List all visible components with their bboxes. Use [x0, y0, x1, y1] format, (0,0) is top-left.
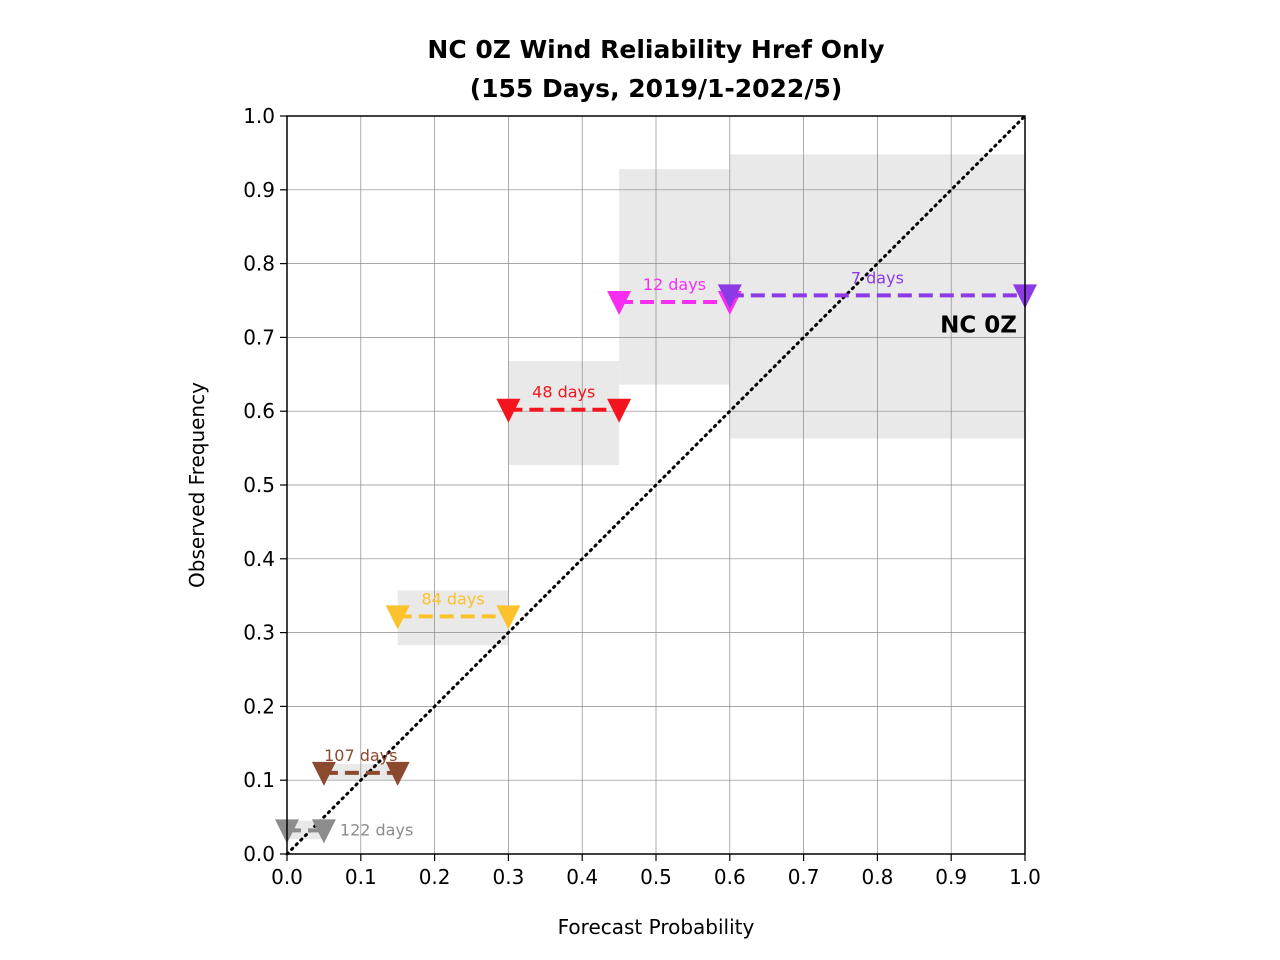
y-tick-label-6: 0.6 — [243, 399, 275, 423]
y-tick-label-9: 0.9 — [243, 178, 275, 202]
x-tick-label-6: 0.6 — [714, 865, 746, 889]
day-count-label-1: 107 days — [324, 746, 397, 765]
chart-title-line1: NC 0Z Wind Reliability Href Only — [427, 35, 884, 64]
bin-marker-start-5 — [717, 284, 742, 309]
y-tick-label-0: 0.0 — [243, 842, 275, 866]
x-tick-label-7: 0.7 — [788, 865, 820, 889]
x-axis-label: Forecast Probability — [558, 915, 755, 939]
confidence-box-4 — [619, 169, 730, 385]
bin-marker-start-4 — [607, 290, 632, 315]
bin-marker-end-1 — [385, 761, 410, 786]
bin-marker-end-3 — [607, 398, 632, 423]
y-tick-label-1: 0.1 — [243, 768, 275, 792]
y-axis-ticks: 0.0 0.1 0.2 0.3 0.4 0.5 0.6 0.7 0.8 0.9 1.0 — [243, 104, 287, 866]
series-label: NC 0Z — [940, 312, 1017, 338]
diagonal-line — [285, 114, 1027, 856]
day-count-label-3: 48 days — [532, 383, 595, 402]
day-count-label-4: 12 days — [643, 275, 706, 294]
x-tick-label-8: 0.8 — [861, 865, 893, 889]
chart-title-line2: (155 Days, 2019/1-2022/5) — [470, 74, 843, 103]
day-count-label-2: 84 days — [421, 589, 484, 608]
y-tick-label-4: 0.4 — [243, 547, 275, 571]
confidence-box-3 — [508, 361, 620, 466]
bin-marker-start-2 — [385, 605, 410, 630]
x-tick-label-0: 0.0 — [271, 865, 303, 889]
y-tick-label-5: 0.5 — [243, 473, 275, 497]
bin-marker-start-1 — [311, 761, 336, 786]
x-tick-label-3: 0.3 — [492, 865, 524, 889]
x-tick-label-10: 1.0 — [1009, 865, 1041, 889]
x-tick-label-5: 0.5 — [640, 865, 672, 889]
perfect-reliability-diagonal — [285, 114, 1027, 856]
y-axis-label: Observed Frequency — [185, 382, 209, 588]
day-count-label-5: 7 days — [851, 268, 904, 287]
x-tick-label-2: 0.2 — [419, 865, 451, 889]
y-tick-label-10: 1.0 — [243, 104, 275, 128]
y-tick-label-2: 0.2 — [243, 694, 275, 718]
bin-marker-end-2 — [496, 605, 521, 630]
x-tick-label-9: 0.9 — [935, 865, 967, 889]
day-count-label-0: 122 days — [340, 820, 413, 839]
bin-marker-end-0 — [311, 819, 336, 844]
day-count-labels: 122 days 107 days 84 days 48 days 12 days 7 d… — [324, 268, 904, 839]
x-tick-label-4: 0.4 — [566, 865, 598, 889]
x-axis-ticks: 0.0 0.1 0.2 0.3 0.4 0.5 0.6 0.7 0.8 0.9 1.0 — [271, 854, 1041, 889]
y-tick-label-7: 0.7 — [243, 325, 275, 349]
y-tick-label-8: 0.8 — [243, 252, 275, 276]
bin-marker-start-3 — [496, 398, 521, 423]
x-tick-label-1: 0.1 — [345, 865, 377, 889]
y-tick-label-3: 0.3 — [243, 621, 275, 645]
